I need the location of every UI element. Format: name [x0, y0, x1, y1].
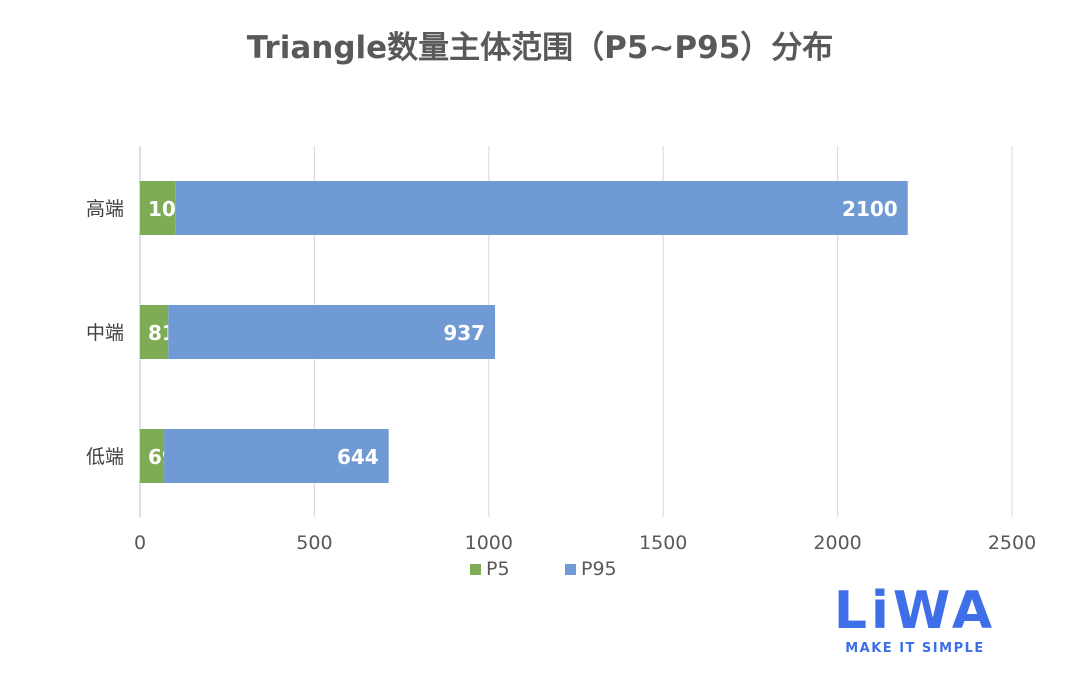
x-tick-label: 1000	[465, 532, 513, 554]
bar-p5	[140, 429, 165, 483]
bar-p95	[175, 181, 908, 235]
bar-p95	[164, 429, 389, 483]
data-label: 937	[443, 321, 485, 345]
legend-swatch	[470, 564, 481, 575]
x-tick-label: 1500	[639, 532, 687, 554]
data-label: 2100	[842, 197, 898, 221]
bar-p5	[140, 305, 169, 359]
x-tick-label: 500	[296, 532, 332, 554]
category-label: 低端	[86, 446, 124, 468]
data-label: 644	[337, 445, 379, 469]
legend-label: P5	[486, 558, 510, 580]
bar-p5	[140, 181, 176, 235]
legend-swatch	[565, 564, 576, 575]
x-tick-label: 0	[134, 532, 146, 554]
bar-p95	[168, 305, 496, 359]
liwa-logo: LiWA MAKE IT SIMPLE	[810, 585, 1020, 660]
x-tick-label: 2000	[813, 532, 861, 554]
logo-wordmark: LiWA	[833, 581, 997, 641]
category-label: 高端	[86, 198, 124, 220]
chart-title: Triangle数量主体范围（P5~P95）分布	[246, 30, 834, 66]
x-tick-label: 2500	[988, 532, 1036, 554]
category-label: 中端	[86, 322, 124, 344]
logo-tagline: MAKE IT SIMPLE	[845, 641, 985, 656]
legend-label: P95	[581, 558, 617, 580]
